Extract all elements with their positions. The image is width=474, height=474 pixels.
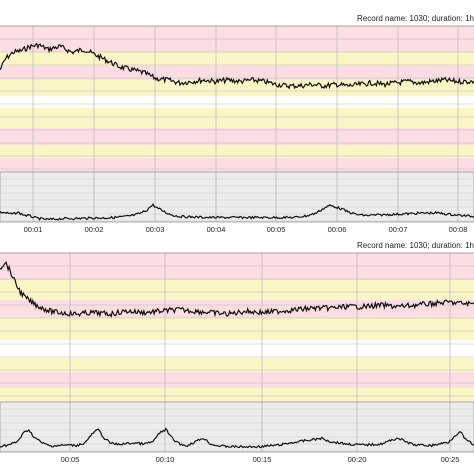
ctg-panel-bottom: Record name: 1030; duration: 1h 00:05 00:… bbox=[0, 241, 474, 464]
time-tick-label: 00:10 bbox=[156, 455, 175, 464]
fhr-band-yellow bbox=[0, 318, 474, 340]
fhr-band-yellow bbox=[0, 145, 474, 158]
time-tick-label: 00:25 bbox=[441, 455, 460, 464]
fhr-trace bbox=[0, 42, 474, 90]
fhr-band-pink bbox=[0, 158, 474, 172]
time-axis-ticks: 00:01 00:02 00:03 00:04 00:05 00:06 00:07 00:08 bbox=[24, 225, 468, 234]
toco-background bbox=[0, 171, 474, 223]
fhr-band-pink bbox=[0, 66, 474, 80]
time-tick-label: 00:05 bbox=[61, 455, 80, 464]
fhr-band-white bbox=[0, 340, 474, 358]
toco-area bbox=[0, 401, 474, 453]
time-tick-label: 00:15 bbox=[253, 455, 272, 464]
fhr-trace bbox=[0, 261, 474, 318]
record-label: Record name: 1030; duration: 1h bbox=[357, 14, 474, 23]
time-tick-label: 00:06 bbox=[328, 225, 347, 234]
fhr-band-yellow bbox=[0, 80, 474, 96]
fhr-band-white bbox=[0, 96, 474, 108]
toco-area bbox=[0, 171, 474, 223]
fhr-band-pink bbox=[0, 128, 474, 145]
time-tick-label: 00:02 bbox=[85, 225, 104, 234]
time-tick-label: 00:03 bbox=[146, 225, 165, 234]
fhr-gridlines bbox=[0, 26, 474, 172]
fhr-band-yellow bbox=[0, 388, 474, 402]
fhr-band-yellow bbox=[0, 358, 474, 372]
fhr-background-bands bbox=[0, 253, 474, 402]
time-tick-label: 00:01 bbox=[24, 225, 43, 234]
fhr-band-pink bbox=[0, 372, 474, 388]
fhr-band-pink bbox=[0, 300, 474, 318]
toco-background bbox=[0, 401, 474, 453]
toco-trace bbox=[0, 427, 474, 449]
toco-trace bbox=[0, 203, 474, 221]
time-tick-label: 00:20 bbox=[348, 455, 367, 464]
fhr-band-yellow bbox=[0, 108, 474, 128]
fhr-band-yellow bbox=[0, 280, 474, 300]
fhr-band-yellow bbox=[0, 52, 474, 66]
fhr-gridlines bbox=[0, 253, 474, 402]
time-tick-label: 00:07 bbox=[389, 225, 408, 234]
time-axis-ticks: 00:05 00:10 00:15 00:20 00:25 bbox=[61, 455, 460, 464]
record-label: Record name: 1030; duration: 1h bbox=[357, 241, 474, 250]
time-tick-label: 00:08 bbox=[449, 225, 468, 234]
ctg-panel-top: Record name: 1030; duration: 1h 00:01 00:… bbox=[0, 14, 474, 234]
time-tick-label: 00:05 bbox=[267, 225, 286, 234]
fhr-band-pink bbox=[0, 253, 474, 280]
toco-gridlines bbox=[0, 252, 474, 452]
toco-gridlines bbox=[0, 25, 474, 222]
time-tick-label: 00:04 bbox=[207, 225, 226, 234]
fhr-background-bands bbox=[0, 26, 474, 172]
